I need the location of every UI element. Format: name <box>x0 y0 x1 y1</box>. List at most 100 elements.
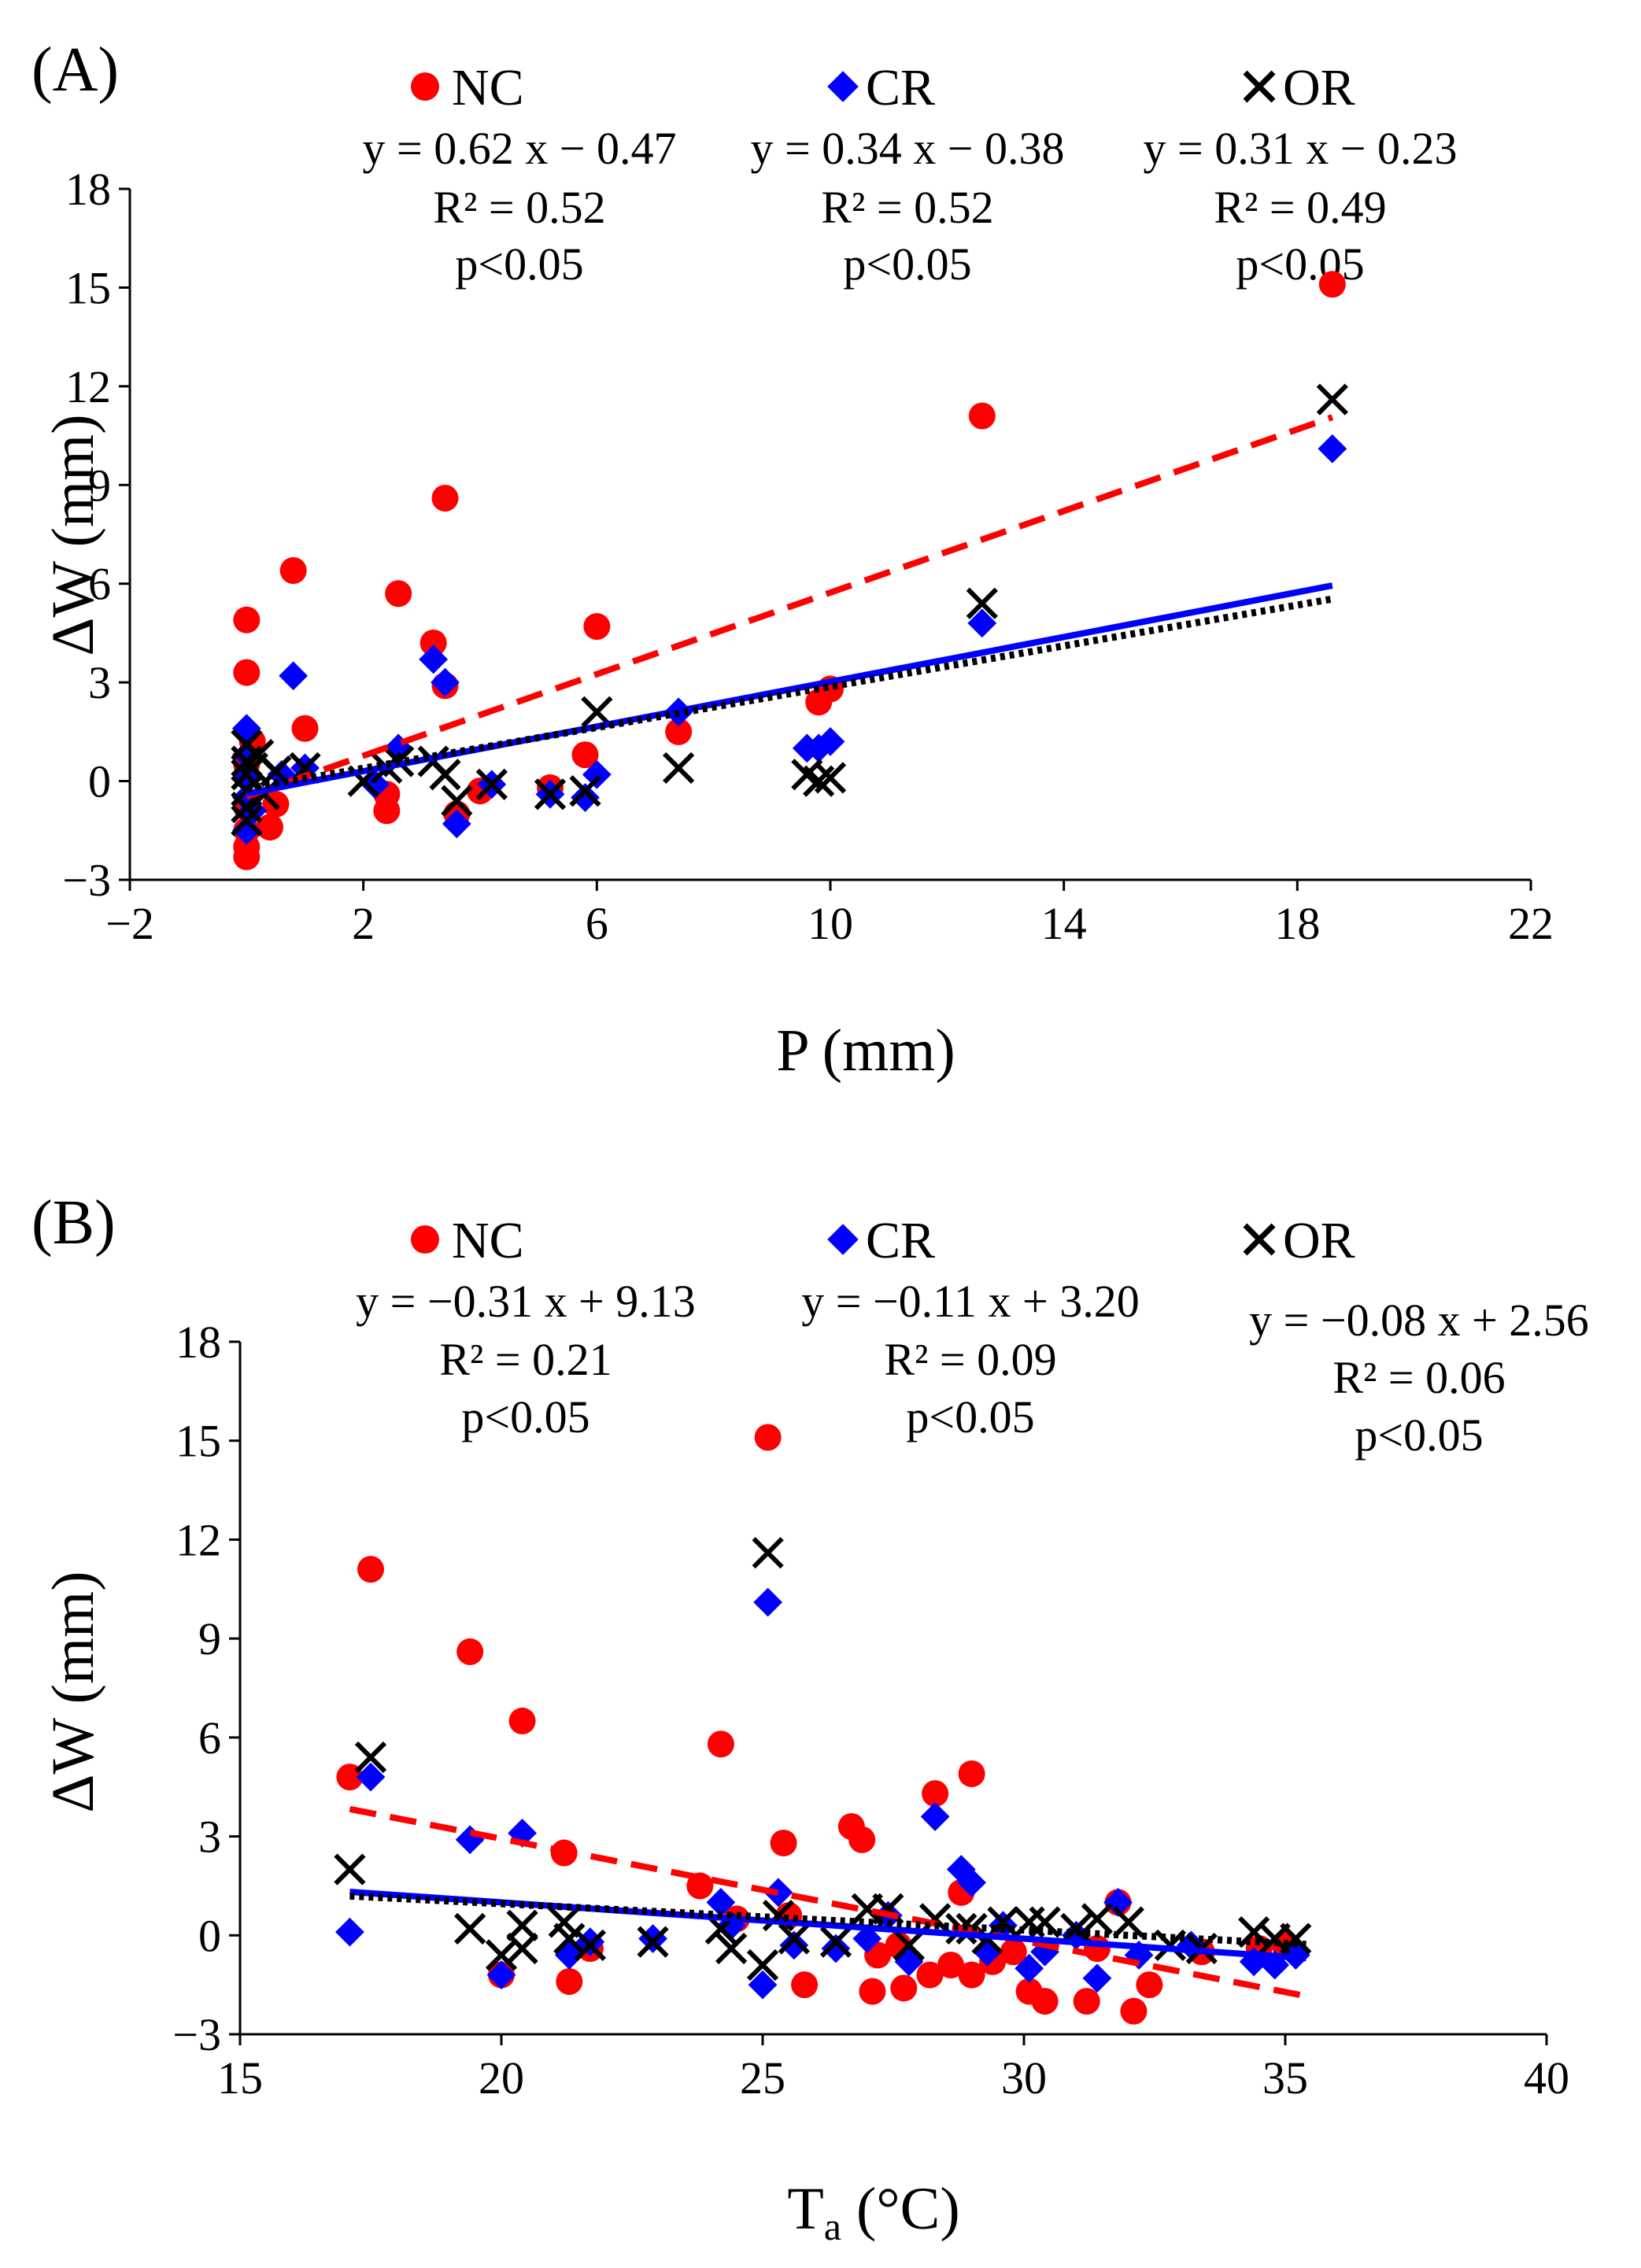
p-b-or: p<0.05 <box>1355 1409 1483 1461</box>
y-tick-label: −3 <box>172 2009 221 2060</box>
eq-a-nc: y = 0.62 x − 0.47 <box>363 123 677 174</box>
r2-a-or: R² = 0.49 <box>1214 182 1386 233</box>
y-tick-label: 15 <box>65 262 111 313</box>
point-cr <box>779 1930 809 1960</box>
r2-b-or: R² = 0.06 <box>1332 1352 1505 1403</box>
panel-b: (B) NC CR OR y = −0.31 x + 9.13 R² = 0.2… <box>31 1188 1589 2248</box>
trendline-or <box>349 1892 1307 1948</box>
point-or <box>746 1948 779 1982</box>
point-nc <box>890 1974 918 2002</box>
point-nc <box>233 843 261 870</box>
point-nc <box>456 1638 484 1665</box>
y-tick-label: 9 <box>88 460 111 511</box>
point-nc <box>357 1556 384 1583</box>
point-nc <box>770 1829 797 1856</box>
y-tick-label: 12 <box>65 361 111 412</box>
r2-b-cr: R² = 0.09 <box>884 1334 1056 1385</box>
point-or <box>569 774 601 807</box>
point-or <box>966 587 998 619</box>
panel-a-legend: NC CR OR <box>411 59 1355 116</box>
point-nc <box>373 797 401 825</box>
point-nc <box>233 659 261 686</box>
p-b-cr: p<0.05 <box>906 1391 1034 1442</box>
panel-b-legend: NC CR OR <box>411 1212 1355 1269</box>
x-tick-label: −2 <box>105 898 154 949</box>
point-nc <box>233 606 261 633</box>
legend-or-label: OR <box>1283 1212 1355 1269</box>
point-cr <box>957 1867 986 1897</box>
point-nc <box>1318 271 1346 298</box>
point-or <box>231 804 263 837</box>
point-or <box>475 768 508 800</box>
x-tick-label: 40 <box>1524 2052 1569 2104</box>
point-or <box>893 1929 926 1961</box>
point-cr <box>1082 1963 1112 1993</box>
point-or <box>814 762 847 794</box>
point-or <box>506 1932 538 1965</box>
point-or <box>1238 1915 1270 1948</box>
point-cr <box>920 1802 950 1831</box>
p-b-nc: p<0.05 <box>461 1391 590 1442</box>
trendline-nc <box>246 414 1334 800</box>
legend-nc-label: NC <box>452 1212 524 1269</box>
point-nc <box>707 1731 734 1758</box>
point-or <box>574 1929 607 1961</box>
x-tick-label: 15 <box>217 2052 263 2104</box>
point-or <box>354 1741 387 1774</box>
point-cr <box>571 783 600 812</box>
point-nc <box>1120 1997 1148 2025</box>
point-nc <box>859 1978 886 2005</box>
point-nc <box>1031 1988 1059 2015</box>
point-or <box>231 791 263 824</box>
point-nc <box>958 1760 985 1787</box>
x-tick-label: 20 <box>479 2052 524 2104</box>
point-or <box>1154 1929 1187 1961</box>
x-title-subscript: a <box>824 2204 841 2248</box>
panel-a-x-axis-title: P (mm) <box>776 1018 955 1084</box>
eq-b-nc: y = −0.31 x + 9.13 <box>356 1276 696 1327</box>
point-nc <box>968 402 996 430</box>
r2-a-nc: R² = 0.52 <box>433 182 605 233</box>
point-or <box>819 1926 852 1958</box>
panel-a-y-axis-title: ΔW (mm) <box>40 414 106 656</box>
y-tick-label: −3 <box>62 855 111 906</box>
panel-b-axes: −3 0 3 6 9 12 15 18 15 20 25 30 35 40 <box>172 1317 1569 2104</box>
legend-nc-marker <box>411 1225 439 1254</box>
point-cr <box>821 1934 851 1963</box>
point-cr <box>815 727 845 756</box>
legend-or-label: OR <box>1283 59 1355 116</box>
legend-cr-label: CR <box>866 59 935 116</box>
panel-b-x-axis-title: Ta (°C) <box>787 2176 959 2248</box>
point-cr <box>486 1960 516 1989</box>
y-tick-label: 3 <box>198 1812 221 1863</box>
point-nc <box>958 1961 985 1989</box>
trendline-or <box>246 595 1333 792</box>
point-or <box>485 1939 518 1971</box>
point-or <box>1060 1912 1092 1945</box>
point-nc <box>1073 1988 1100 2015</box>
x-title-main: T <box>787 2176 823 2242</box>
panel-a-axes: −3 0 3 6 9 12 15 18 −2 2 6 10 14 18 22 <box>62 164 1554 949</box>
y-tick-label: 6 <box>198 1712 221 1764</box>
eq-a-cr: y = 0.34 x − 0.38 <box>751 123 1065 174</box>
y-tick-label: 3 <box>88 657 111 708</box>
point-nc <box>583 613 611 641</box>
point-cr <box>967 608 997 638</box>
point-cr <box>748 1970 778 2000</box>
y-tick-label: 6 <box>88 559 111 610</box>
y-tick-label: 9 <box>198 1613 221 1664</box>
legend-nc-label: NC <box>452 59 524 116</box>
point-nc <box>385 580 412 608</box>
eq-b-cr: y = −0.11 x + 3.20 <box>801 1276 1139 1327</box>
point-nc <box>1136 1971 1163 1999</box>
panel-b-y-axis-title: ΔW (mm) <box>40 1571 106 1812</box>
panel-a-points <box>231 271 1348 870</box>
legend-or-marker <box>1243 70 1276 103</box>
point-nc <box>431 485 459 512</box>
r2-a-cr: R² = 0.52 <box>821 182 993 233</box>
panel-a-label: (A) <box>31 35 119 105</box>
x-title-unit: (°C) <box>841 2176 960 2242</box>
point-cr <box>356 1762 386 1792</box>
point-or <box>248 778 280 811</box>
